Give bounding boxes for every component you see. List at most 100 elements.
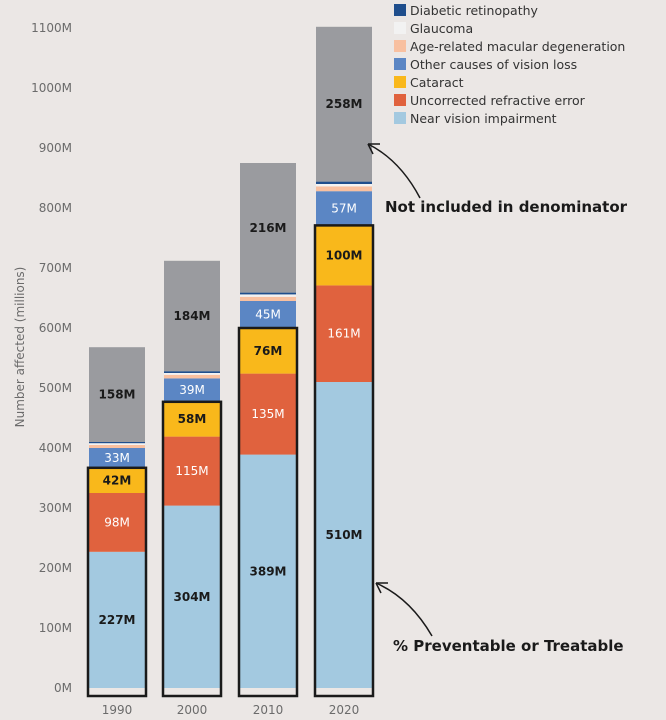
arrowhead-not-included bbox=[367, 143, 380, 155]
annotations: Not included in denominator % Preventabl… bbox=[367, 143, 628, 655]
bar-segment bbox=[316, 181, 372, 184]
legend-entry: Cataract bbox=[394, 75, 464, 90]
x-tick-label: 2000 bbox=[177, 703, 208, 717]
y-tick-label: 200M bbox=[39, 561, 72, 575]
legend-label: Other causes of vision loss bbox=[410, 57, 577, 72]
legend-swatch bbox=[394, 58, 406, 70]
y-tick-label: 500M bbox=[39, 381, 72, 395]
data-label: 184M bbox=[174, 309, 211, 323]
data-label: 304M bbox=[174, 590, 211, 604]
bar-segment bbox=[240, 292, 296, 295]
bar-segment bbox=[316, 186, 372, 192]
bar-group-1990: 227M 98M 42M 33M 158M bbox=[86, 347, 148, 698]
legend-entry: Glaucoma bbox=[394, 21, 473, 36]
data-label: 33M bbox=[104, 451, 130, 465]
data-label: 42M bbox=[103, 473, 132, 487]
bar-segment bbox=[240, 301, 296, 328]
bar-segment bbox=[316, 225, 372, 286]
legend-label: Diabetic retinopathy bbox=[410, 3, 539, 18]
bar-segment bbox=[89, 493, 145, 552]
bar-segment bbox=[240, 373, 296, 455]
legend-label: Glaucoma bbox=[410, 21, 473, 36]
bar-segment bbox=[164, 371, 220, 373]
bar-segment bbox=[89, 443, 145, 445]
arrow-not-included bbox=[367, 143, 421, 199]
bar-group-2010: 389M 135M 76M 45M 216M bbox=[237, 163, 299, 698]
bar-segment bbox=[89, 448, 145, 468]
data-label: 135M bbox=[251, 407, 284, 421]
y-axis: 0M 100M 200M 300M 400M 500M 600M 700M 800M 900M 10… bbox=[31, 21, 72, 695]
bar-segment bbox=[89, 551, 145, 688]
annotation-not-included: Not included in denominator bbox=[385, 198, 628, 216]
data-label: 57M bbox=[331, 201, 357, 215]
highlight-outline bbox=[86, 466, 148, 698]
data-label: 216M bbox=[250, 221, 287, 235]
arrowhead-preventable bbox=[375, 582, 388, 594]
bar-segment bbox=[89, 467, 145, 493]
data-label: 510M bbox=[326, 528, 363, 542]
legend-swatch bbox=[394, 4, 406, 16]
bar-segment bbox=[240, 294, 296, 297]
bar-segment bbox=[316, 26, 372, 182]
y-tick-label: 100M bbox=[39, 621, 72, 635]
legend-entry: Age-related macular degeneration bbox=[394, 39, 625, 54]
x-tick-label: 1990 bbox=[102, 703, 133, 717]
bar-segment bbox=[316, 382, 372, 688]
legend-swatch bbox=[394, 40, 406, 52]
legend-swatch bbox=[394, 76, 406, 88]
highlight-outline bbox=[313, 224, 375, 698]
highlight-outline bbox=[237, 326, 299, 698]
data-label: 98M bbox=[104, 515, 130, 529]
y-tick-label: 700M bbox=[39, 261, 72, 275]
legend-label: Cataract bbox=[410, 75, 464, 90]
data-label: 58M bbox=[178, 412, 207, 426]
legend-swatch bbox=[394, 94, 406, 106]
data-label: 158M bbox=[99, 388, 136, 402]
y-tick-label: 400M bbox=[39, 441, 72, 455]
bar-segment bbox=[164, 505, 220, 688]
bar-segment bbox=[240, 454, 296, 688]
bar-segment bbox=[164, 373, 220, 375]
x-tick-label: 2010 bbox=[253, 703, 284, 717]
bar-segment bbox=[240, 163, 296, 293]
highlight-outline bbox=[161, 400, 223, 698]
bar-segment bbox=[164, 401, 220, 437]
y-tick-label: 900M bbox=[39, 141, 72, 155]
bar-segment bbox=[89, 442, 145, 444]
y-tick-label: 1000M bbox=[31, 81, 72, 95]
legend-entry: Uncorrected refractive error bbox=[394, 93, 586, 108]
legend-entry: Other causes of vision loss bbox=[394, 57, 577, 72]
bar-segment bbox=[240, 296, 296, 301]
bar-group-2020: 510M 161M 100M 57M 258M bbox=[313, 26, 375, 698]
legend-entry: Near vision impairment bbox=[394, 111, 557, 126]
arrow-preventable bbox=[375, 582, 433, 637]
y-axis-label: Number affected (millions) bbox=[13, 267, 27, 428]
data-label: 227M bbox=[99, 613, 136, 627]
x-axis: 1990 2000 2010 2020 bbox=[102, 703, 360, 717]
data-label: 389M bbox=[250, 564, 287, 578]
legend-swatch bbox=[394, 22, 406, 34]
bar-segment bbox=[89, 445, 145, 448]
bar-segment bbox=[164, 374, 220, 379]
y-tick-label: 800M bbox=[39, 201, 72, 215]
bar-segment bbox=[164, 436, 220, 506]
bar-segment bbox=[89, 347, 145, 442]
data-label: 100M bbox=[326, 248, 363, 262]
bar-segment bbox=[316, 285, 372, 382]
y-tick-label: 600M bbox=[39, 321, 72, 335]
legend: Diabetic retinopathy Glaucoma Age-related … bbox=[394, 3, 625, 126]
annotation-preventable: % Preventable or Treatable bbox=[393, 637, 624, 655]
legend-swatch bbox=[394, 112, 406, 124]
legend-label: Near vision impairment bbox=[410, 111, 557, 126]
y-tick-label: 1100M bbox=[31, 21, 72, 35]
data-label: 258M bbox=[326, 97, 363, 111]
x-tick-label: 2020 bbox=[329, 703, 360, 717]
legend-entry: Diabetic retinopathy bbox=[394, 3, 539, 18]
bar-segment bbox=[316, 191, 372, 226]
data-label: 115M bbox=[175, 464, 208, 478]
legend-label: Age-related macular degeneration bbox=[410, 39, 625, 54]
data-label: 76M bbox=[254, 344, 283, 358]
legend-label: Uncorrected refractive error bbox=[410, 93, 586, 108]
bar-segment bbox=[164, 260, 220, 372]
